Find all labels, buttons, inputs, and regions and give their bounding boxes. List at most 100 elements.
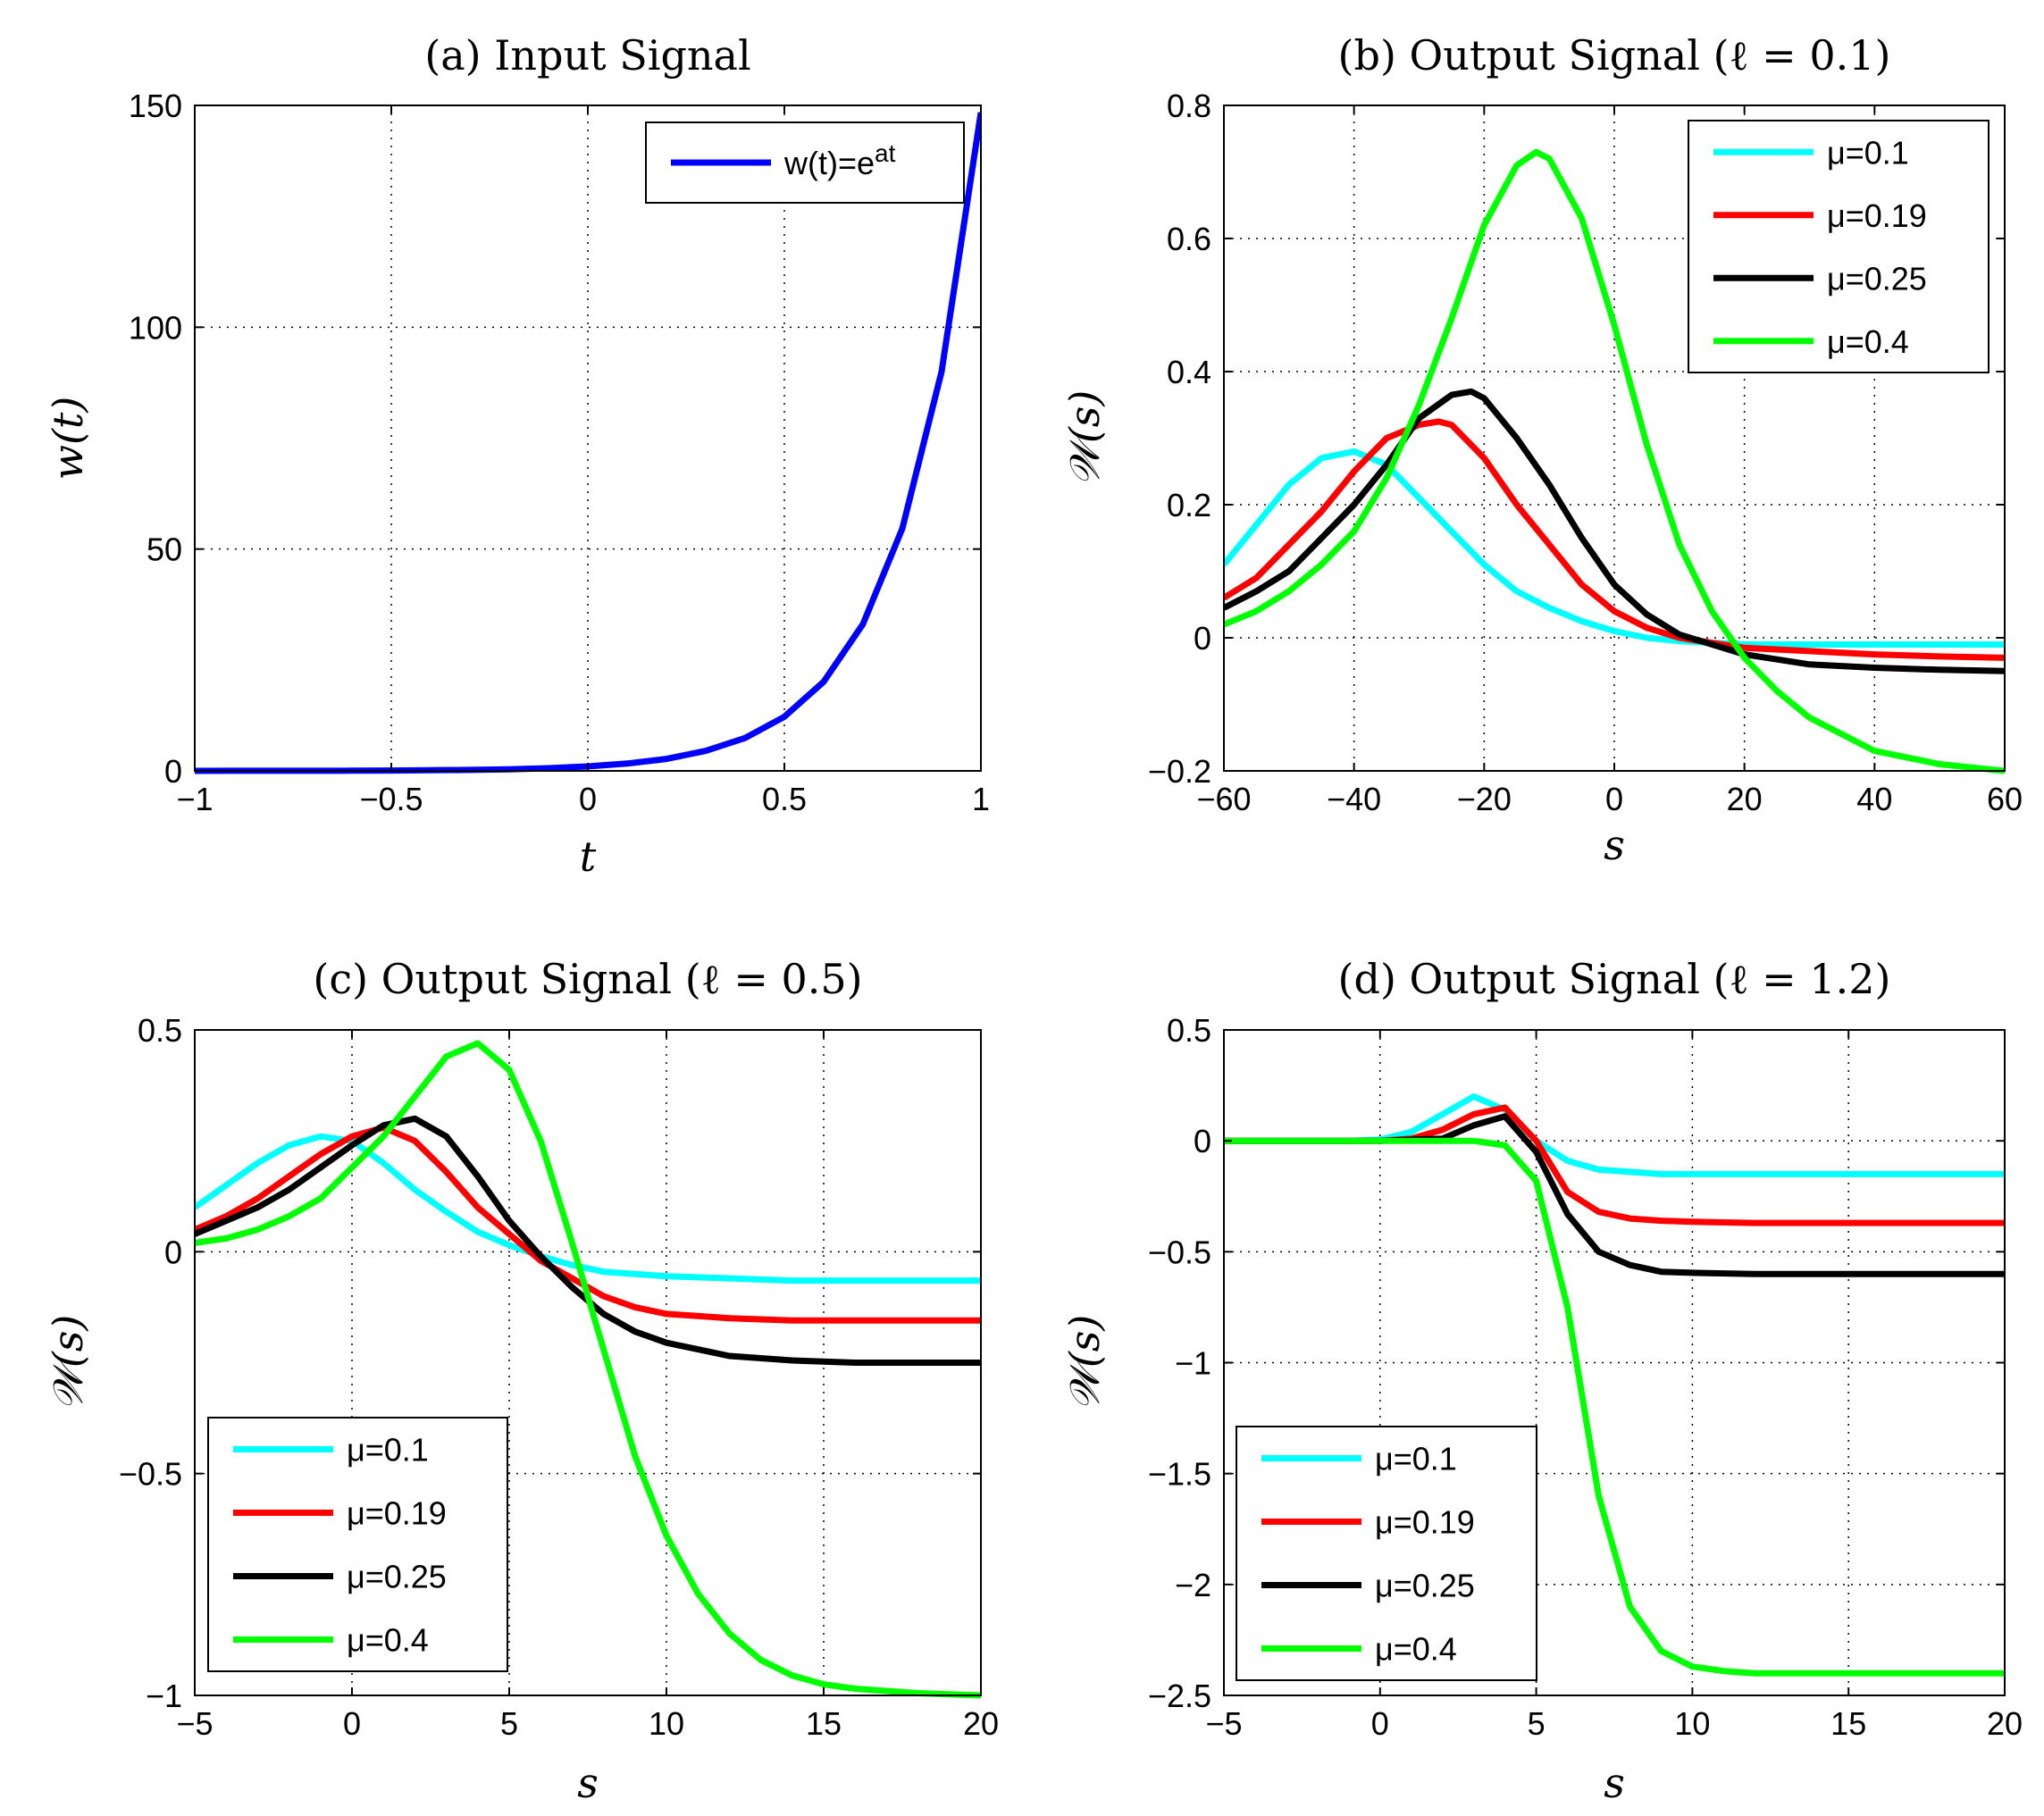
x-axis-label: s <box>1604 821 1625 869</box>
y-tick-label: 50 <box>147 531 182 568</box>
legend-label: μ=0.19 <box>1375 1504 1475 1541</box>
legend-label: μ=0.25 <box>347 1559 447 1595</box>
x-tick-label: 0 <box>1371 1705 1389 1742</box>
x-tick-label: 40 <box>1856 781 1892 817</box>
x-tick-label: 15 <box>806 1705 842 1742</box>
y-tick-label: 0 <box>164 753 182 790</box>
legend-label: μ=0.25 <box>1375 1568 1475 1604</box>
x-tick-label: −40 <box>1327 781 1381 817</box>
x-tick-label: 10 <box>649 1705 684 1742</box>
x-tick-label: −0.5 <box>359 781 423 817</box>
series-line <box>1224 1137 2005 1677</box>
x-tick-label: 0 <box>1605 781 1623 817</box>
chart-title: (a) Input Signal <box>424 31 750 80</box>
legend-label: μ=0.1 <box>1827 134 1909 171</box>
plot-area <box>195 105 981 771</box>
legend-label: w(t)=eat <box>783 139 896 181</box>
series-line <box>1224 1093 2005 1177</box>
legend-label: μ=0.1 <box>347 1432 429 1469</box>
series-group <box>195 1040 981 1699</box>
series-line <box>195 1040 981 1699</box>
legend-label: μ=0.4 <box>1827 323 1909 360</box>
x-tick-label: 5 <box>500 1705 518 1742</box>
y-tick-label: −2 <box>1175 1567 1211 1603</box>
y-tick-label: 0.5 <box>1167 1012 1211 1049</box>
x-tick-label: 60 <box>1987 781 2023 817</box>
legend: μ=0.1 μ=0.19 μ=0.25 μ=0.4 <box>1236 1426 1537 1681</box>
x-tick-label: 15 <box>1830 1705 1866 1742</box>
x-tick-label: 20 <box>1987 1705 2023 1742</box>
x-tick-label: 20 <box>963 1705 999 1742</box>
y-tick-label: 0.8 <box>1167 88 1211 124</box>
y-tick-label: 0 <box>164 1234 182 1270</box>
x-tick-label: 10 <box>1674 1705 1710 1742</box>
series-line <box>195 1115 981 1366</box>
legend: μ=0.1 μ=0.19 μ=0.25 μ=0.4 <box>207 1417 508 1672</box>
y-tick-label: −1 <box>146 1678 182 1714</box>
legend: μ=0.1 μ=0.19 μ=0.25 μ=0.4 <box>1688 120 1990 373</box>
chart-title: (d) Output Signal (ℓ = 1.2) <box>1338 955 1891 1003</box>
y-tick-label: 100 <box>129 309 182 346</box>
series-line <box>1224 448 2005 648</box>
series-line <box>195 1124 981 1324</box>
y-tick-label: −0.5 <box>119 1456 182 1493</box>
y-axis-label: 𝒲(s) <box>1060 390 1109 487</box>
legend-box <box>1688 120 1990 373</box>
x-tick-label: 0.5 <box>762 781 807 817</box>
y-tick-label: −0.5 <box>1148 1234 1211 1270</box>
x-axis-label: s <box>577 1759 599 1807</box>
y-axis-label: 𝒲(s) <box>1060 1315 1109 1411</box>
y-tick-label: 0.5 <box>138 1012 182 1049</box>
panel-d: (d) Output Signal (ℓ = 1.2) −5 0 5 10 15 20 −2.… <box>1060 955 2023 1807</box>
y-axis-label: w(t) <box>44 397 92 481</box>
legend-box <box>207 1417 508 1672</box>
x-tick-label: −60 <box>1196 781 1251 817</box>
legend: w(t)=eat <box>645 121 965 204</box>
series-group <box>1224 148 2005 774</box>
x-tick-label: −1 <box>176 781 213 817</box>
x-tick-label: 0 <box>343 1705 361 1742</box>
x-tick-label: 1 <box>972 781 990 817</box>
y-tick-label: −0.2 <box>1148 753 1211 790</box>
series-line <box>1224 388 2005 674</box>
x-tick-label: 5 <box>1528 1705 1546 1742</box>
y-tick-label: −1.5 <box>1148 1456 1211 1493</box>
legend-label: μ=0.25 <box>1827 260 1927 297</box>
series-line <box>195 1133 981 1285</box>
legend-label: μ=0.1 <box>1375 1441 1457 1477</box>
x-tick-label: −20 <box>1457 781 1512 817</box>
y-axis-label: 𝒲(s) <box>44 1315 92 1411</box>
legend-label: μ=0.19 <box>1827 197 1927 234</box>
series-group <box>1224 1093 2005 1677</box>
series-line <box>1224 418 2005 661</box>
y-tick-label: 0 <box>1194 620 1211 657</box>
legend-label: μ=0.19 <box>347 1495 447 1532</box>
y-tick-label: −1 <box>1175 1345 1211 1382</box>
legend-label-base: w(t)=e <box>783 145 875 181</box>
series-line <box>1224 148 2005 774</box>
chart-title: (b) Output Signal (ℓ = 0.1) <box>1338 31 1891 80</box>
panel-c: (c) Output Signal (ℓ = 0.5) −5 0 5 10 15 20 −1 −… <box>44 955 999 1807</box>
axes-frame <box>194 1029 982 1696</box>
legend-box <box>1236 1426 1537 1681</box>
chart-title: (c) Output Signal (ℓ = 0.5) <box>313 955 862 1003</box>
y-tick-label: 0.4 <box>1167 354 1211 390</box>
y-tick-label: 0.6 <box>1167 221 1211 257</box>
x-tick-label: −5 <box>1205 1705 1242 1742</box>
y-tick-label: 150 <box>129 88 182 124</box>
x-tick-label: −5 <box>176 1705 213 1742</box>
legend-label: μ=0.4 <box>347 1622 429 1659</box>
series-line <box>1224 1104 2005 1226</box>
panel-a: (a) Input Signal −1 −0.5 0 0.5 1 0 50 100 150 t w(t… <box>44 31 990 881</box>
legend-label-superscript: at <box>875 139 896 167</box>
y-tick-label: −2.5 <box>1148 1678 1211 1714</box>
x-tick-label: 20 <box>1727 781 1763 817</box>
panel-b: (b) Output Signal (ℓ = 0.1) −60 −40 −20 0 20 4… <box>1060 31 2023 869</box>
legend-label: μ=0.4 <box>1375 1631 1457 1668</box>
y-tick-label: 0.2 <box>1167 487 1211 523</box>
x-axis-label: s <box>1604 1759 1625 1807</box>
x-axis-label: t <box>580 833 597 881</box>
x-tick-label: 0 <box>579 781 597 817</box>
y-tick-label: 0 <box>1194 1123 1211 1159</box>
